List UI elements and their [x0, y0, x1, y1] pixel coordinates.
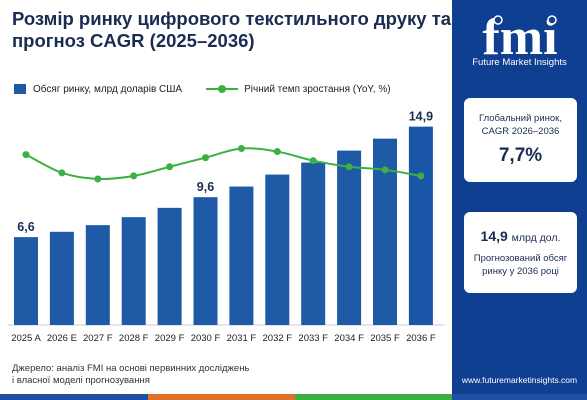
cagr-label-line-1: Глобальний ринок,: [479, 113, 562, 124]
x-tick-label: 2030 F: [191, 333, 221, 344]
x-tick-label: 2033 F: [298, 333, 328, 344]
logo-text: fmi: [482, 10, 557, 60]
stripe-segment-orange: [148, 394, 295, 400]
market-size-value-line: 14,9 млрд дол.: [464, 228, 577, 244]
bar-2025-a: [14, 237, 38, 325]
growth-point: [202, 154, 209, 162]
market-size-label: Прогнозований обсяг ринку у 2036 році: [464, 252, 577, 278]
market-size-chart: 2025 A 2026 E 2027 F 2028 F 2029 F 2030 F 2031…: [8, 110, 444, 344]
bar-2031-f: [229, 186, 254, 325]
bar-2032-f: [265, 174, 290, 325]
bar-2033-f: [301, 162, 326, 325]
growth-point: [237, 145, 245, 153]
source-note: Джерело: аналіз FMI на основі первинних …: [12, 363, 312, 387]
source-line-2: і власної моделі прогнозування: [12, 375, 150, 386]
legend-bar-label: Обсяг ринку, млрд доларів США: [33, 83, 183, 95]
growth-point: [309, 157, 317, 165]
x-tick-label: 2029 F: [155, 333, 185, 344]
x-tick-label: 2034 F: [334, 333, 364, 344]
market-size-label-line-2: ринку у 2036 році: [482, 266, 559, 277]
growth-point: [273, 148, 281, 156]
chart-legend: Обсяг ринку, млрд доларів США Річний тем…: [14, 82, 391, 96]
x-tick-label: 2036 F: [406, 333, 436, 344]
market-size-value: 14,9: [480, 228, 508, 244]
bar-2028-f: [121, 217, 146, 325]
x-tick-label: 2032 F: [263, 333, 293, 344]
growth-point: [381, 166, 389, 174]
stripe-segment-navy: [452, 394, 587, 400]
fmi-logo: fmi: [482, 10, 557, 60]
x-tick-label: 2035 F: [370, 333, 400, 344]
growth-point: [166, 163, 174, 171]
cagr-card-label: Глобальний ринок, CAGR 2026–2036: [464, 112, 577, 138]
website-url[interactable]: www.futuremarketinsights.com: [461, 375, 578, 385]
growth-point: [22, 151, 30, 159]
stripe-segment-blue: [0, 394, 148, 400]
x-tick-label: 2027 F: [83, 333, 113, 344]
brand-panel: fmi Future Market Insights Глобальний ри…: [452, 0, 587, 394]
cagr-value: 7,7%: [498, 145, 543, 166]
bar-2026-e: [49, 231, 74, 325]
x-tick-label: 2026 E: [47, 333, 77, 344]
legend-bar-swatch: [14, 84, 26, 94]
bar-2030-f: [193, 197, 218, 325]
cagr-card: Глобальний ринок, CAGR 2026–2036 7,7%: [464, 98, 577, 182]
bar-2034-f: [337, 150, 362, 325]
cagr-label-line-2: CAGR 2026–2036: [481, 126, 560, 137]
page-title: Розмір ринку цифрового текстильного друк…: [12, 8, 452, 51]
market-size-label-line-1: Прогнозований обсяг: [473, 253, 568, 264]
legend-line-label: Річний темп зростання (YoY, %): [244, 83, 391, 95]
bar-data-label: 9,6: [197, 180, 214, 194]
bar-data-label: 6,6: [17, 220, 34, 234]
growth-point: [345, 163, 353, 171]
bar-2036-f: [408, 126, 433, 325]
growth-point: [417, 172, 425, 180]
growth-point: [58, 169, 66, 177]
stripe-segment-green: [295, 394, 452, 400]
growth-line: [25, 147, 422, 181]
bottom-color-stripe: [0, 394, 587, 400]
source-line-1: Джерело: аналіз FMI на основі первинних …: [12, 363, 250, 374]
bar-2029-f: [157, 207, 182, 325]
legend-line-swatch: [206, 84, 239, 94]
growth-point: [130, 172, 138, 180]
x-tick-label: 2028 F: [119, 333, 149, 344]
x-tick-label: 2025 A: [11, 333, 41, 344]
bar-2027-f: [85, 225, 110, 325]
growth-point: [94, 175, 102, 183]
bar-data-label: 14,9: [409, 110, 433, 124]
market-size-unit: млрд дол.: [511, 232, 561, 244]
brand-name: Future Market Insights: [472, 57, 567, 68]
market-size-card: 14,9 млрд дол. Прогнозований обсяг ринку…: [464, 212, 577, 293]
x-tick-label: 2031 F: [227, 333, 257, 344]
